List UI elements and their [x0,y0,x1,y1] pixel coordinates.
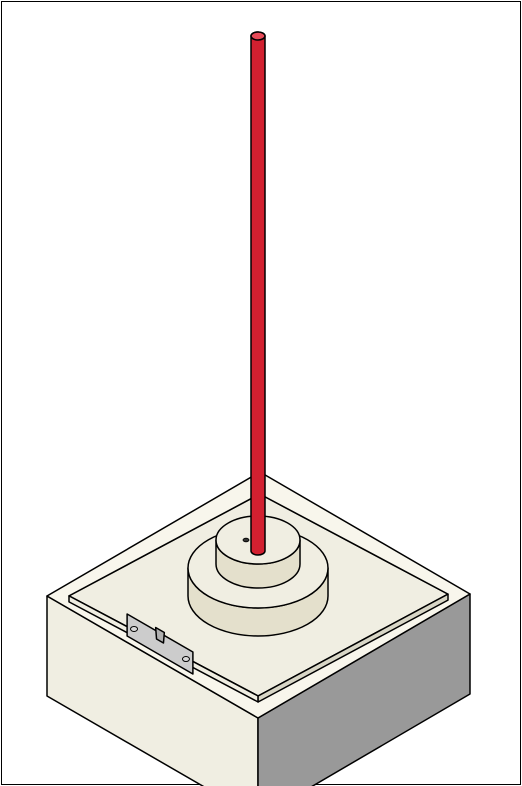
switch-screw-2 [182,657,189,662]
rod-top-cap [251,32,265,40]
switch-screw-1 [131,626,138,631]
rod-body [251,32,265,555]
stand-hole [243,538,249,542]
